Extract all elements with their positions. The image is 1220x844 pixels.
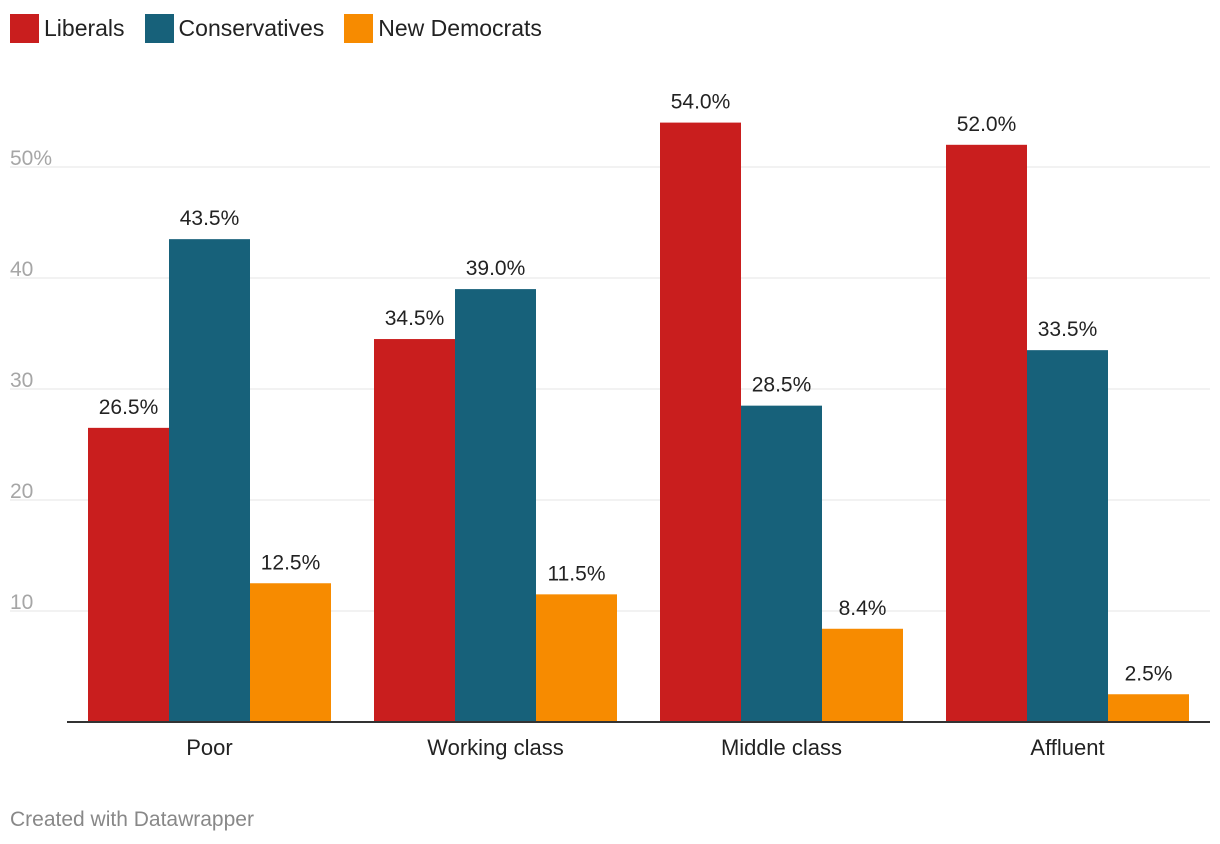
- legend-label-conservatives: Conservatives: [178, 14, 325, 41]
- bar-liberals-affluent: [946, 144, 1027, 723]
- bar-liberals-middle-class: [660, 122, 741, 723]
- y-tick-label: 50%: [10, 147, 52, 170]
- data-label: 11.5%: [548, 562, 606, 585]
- bar-new-democrats-working-class: [536, 594, 617, 722]
- data-label: 28.5%: [752, 374, 812, 397]
- data-label: 2.5%: [1125, 662, 1173, 685]
- bar-conservatives-middle-class: [741, 405, 822, 722]
- data-label: 34.5%: [385, 307, 445, 330]
- bar-conservatives-working-class: [455, 289, 536, 722]
- bar-new-democrats-poor: [250, 583, 331, 722]
- x-tick-label: Affluent: [1030, 735, 1104, 760]
- y-tick-label: 20: [10, 480, 33, 503]
- data-label: 26.5%: [99, 396, 159, 419]
- y-tick-label: 10: [10, 591, 33, 614]
- data-label: 52.0%: [957, 113, 1017, 136]
- bar-new-democrats-affluent: [1108, 694, 1189, 722]
- legend-swatch-liberals: [10, 13, 39, 43]
- legend-item-conservatives: Conservatives: [144, 13, 325, 43]
- data-label: 8.4%: [839, 597, 887, 620]
- data-label: 54.0%: [671, 91, 731, 114]
- x-tick-label: Middle class: [721, 735, 842, 760]
- data-label: 12.5%: [261, 551, 321, 574]
- bar-new-democrats-middle-class: [822, 628, 903, 722]
- bar-liberals-poor: [88, 427, 169, 722]
- x-tick-label: Poor: [186, 735, 232, 760]
- data-label: 39.0%: [466, 257, 526, 280]
- y-tick-label: 30: [10, 369, 33, 392]
- legend-swatch-new-democrats: [344, 13, 374, 43]
- y-tick-label: 40: [10, 258, 33, 281]
- legend-item-liberals: Liberals: [10, 13, 125, 43]
- legend-swatch-conservatives: [144, 13, 174, 43]
- legend-label-new-democrats: New Democrats: [378, 14, 542, 41]
- datawrapper-credit: Created with Datawrapper: [10, 808, 254, 831]
- bar-liberals-working-class: [374, 339, 455, 722]
- legend-label-liberals: Liberals: [44, 14, 125, 41]
- x-tick-label: Working class: [427, 735, 564, 760]
- chart-legend: Liberals Conservatives New Democrats: [10, 13, 562, 43]
- bar-conservatives-affluent: [1027, 350, 1108, 722]
- bar-conservatives-poor: [169, 239, 250, 722]
- legend-item-new-democrats: New Democrats: [344, 13, 542, 43]
- data-label: 43.5%: [180, 207, 240, 230]
- bar-chart: 10 20 30 40 50% 26.5% 43.5% 12.5% Poor 34.5% 39.0%…: [10, 91, 1210, 760]
- data-label: 33.5%: [1038, 318, 1098, 341]
